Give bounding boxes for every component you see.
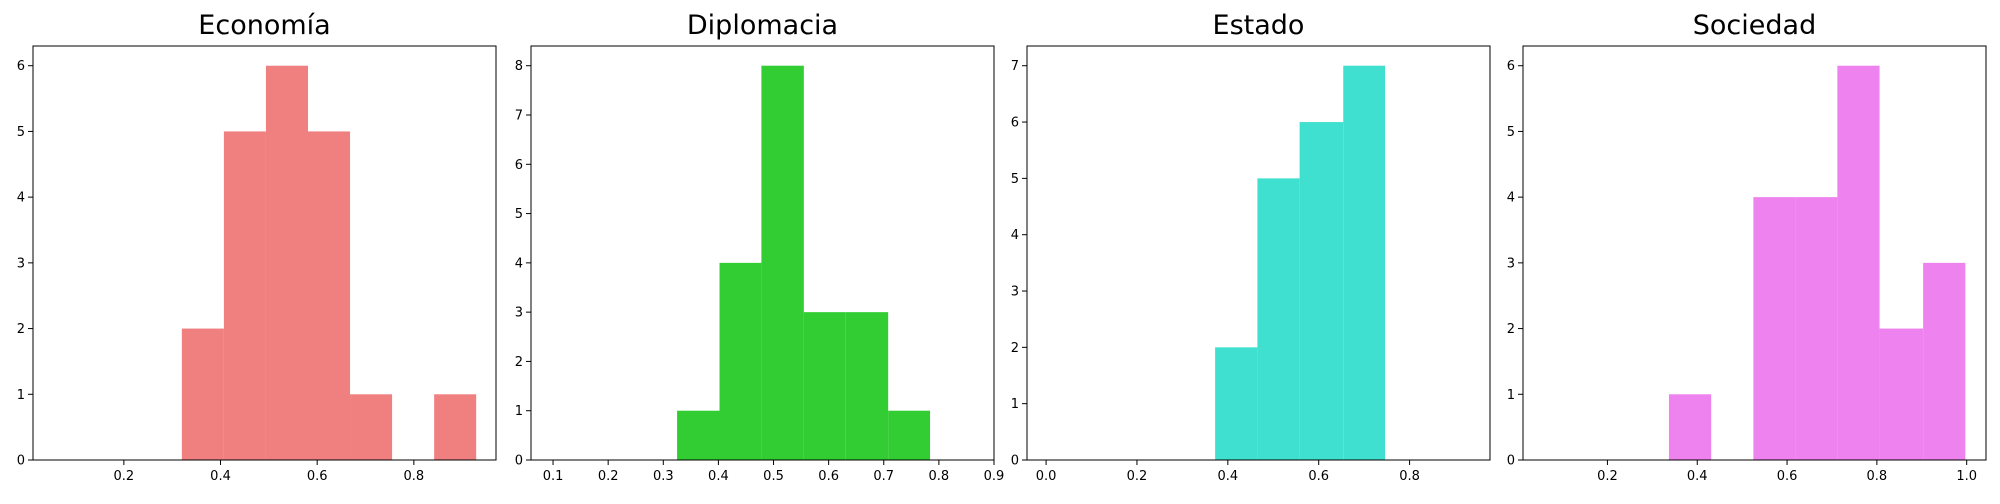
bar [1837,65,1880,460]
y-tick-label: 1 [1011,397,1019,412]
bar [1923,262,1966,460]
x-tick-label: 0.4 [210,469,231,484]
x-tick-label: 0.6 [307,469,328,484]
y-tick-label: 0 [515,454,523,469]
bar [1753,197,1796,460]
x-tick-label: 0.4 [1687,469,1708,484]
y-tick-label: 3 [1507,256,1515,271]
y-tick-label: 4 [515,256,523,271]
x-tick-label: 0.8 [1399,469,1420,484]
bar [1343,65,1386,460]
axes-frame [1522,45,1987,461]
bar [434,394,477,460]
y-tick-label: 5 [515,207,523,222]
x-tick-label: 1.0 [1956,469,1977,484]
y-tick-label: 2 [515,355,523,370]
panel: Economía 0.2 0.4 0.6 0.8 0 1 2 3 4 5 6 [17,10,497,484]
x-tick-label: 0.4 [1217,469,1238,484]
panel: Sociedad 0.2 0.4 0.6 0.8 1.0 0 1 2 3 4 5 6 [1507,10,1987,484]
bar [181,328,224,460]
x-tick-label: 0.2 [114,469,135,484]
axes-frame [1026,45,1491,461]
y-tick-label: 0 [1507,454,1515,469]
x-tick-label: 0.8 [929,469,950,484]
panel-title: Sociedad [1693,10,1816,41]
x-tick-label: 0.1 [543,469,564,484]
y-tick-label: 1 [1507,388,1515,403]
y-tick-label: 7 [1011,59,1019,74]
y-tick-label: 6 [1507,59,1515,74]
bar [719,262,762,460]
axes-frame [530,45,995,461]
bar [888,410,931,460]
y-tick-label: 5 [17,125,25,140]
bar [1795,197,1838,460]
x-tick-label: 0.6 [818,469,839,484]
x-tick-label: 0.6 [1308,469,1329,484]
y-tick-label: 5 [1011,172,1019,187]
y-tick-label: 1 [17,388,25,403]
x-tick-label: 0.3 [653,469,674,484]
panel: Diplomacia 0.1 0.2 0.3 0.4 0.5 0.6 0.7 0.8 0.9 0 1 2… [515,10,1005,484]
bar [307,131,351,460]
x-tick-label: 0.9 [984,469,1005,484]
y-tick-label: 6 [1011,116,1019,131]
y-tick-label: 1 [515,404,523,419]
x-tick-label: 0.2 [1597,469,1618,484]
bar [1215,347,1258,460]
bar [677,410,720,460]
x-tick-label: 0.4 [708,469,729,484]
y-tick-label: 8 [515,59,523,74]
x-tick-label: 0.8 [1867,469,1888,484]
y-tick-label: 5 [1507,125,1515,140]
y-tick-label: 2 [1011,341,1019,356]
panel-title: Estado [1213,10,1305,41]
bar [803,312,846,460]
x-tick-label: 0.8 [403,469,424,484]
bar [1299,122,1344,460]
y-tick-label: 6 [515,158,523,173]
axes-frame [32,45,497,461]
bar [1257,178,1300,460]
panel: Estado 0.0 0.2 0.4 0.6 0.8 0 1 2 3 4 5 6 7 [1011,10,1491,484]
x-tick-label: 0.6 [1777,469,1798,484]
y-tick-label: 2 [17,322,25,337]
x-tick-label: 0.5 [763,469,784,484]
y-tick-label: 6 [17,59,25,74]
y-tick-label: 4 [1011,228,1019,243]
y-tick-label: 3 [515,306,523,321]
y-tick-label: 0 [1011,454,1019,469]
y-tick-label: 3 [1011,285,1019,300]
bar [265,65,308,460]
bar [845,312,889,460]
bar [223,131,266,460]
x-tick-label: 0.7 [873,469,894,484]
panel-title: Diplomacia [687,10,838,41]
bar [1668,394,1712,460]
bar [350,394,393,460]
panel-title: Economía [198,10,330,41]
y-tick-label: 3 [17,256,25,271]
y-tick-label: 0 [17,454,25,469]
x-tick-label: 0.2 [598,469,619,484]
bar [1879,328,1924,460]
bar [761,65,804,460]
y-tick-label: 4 [17,191,25,206]
y-tick-label: 2 [1507,322,1515,337]
y-tick-label: 4 [1507,191,1515,206]
x-tick-label: 0.2 [1127,469,1148,484]
x-tick-label: 0.0 [1036,469,1057,484]
y-tick-label: 7 [515,109,523,124]
